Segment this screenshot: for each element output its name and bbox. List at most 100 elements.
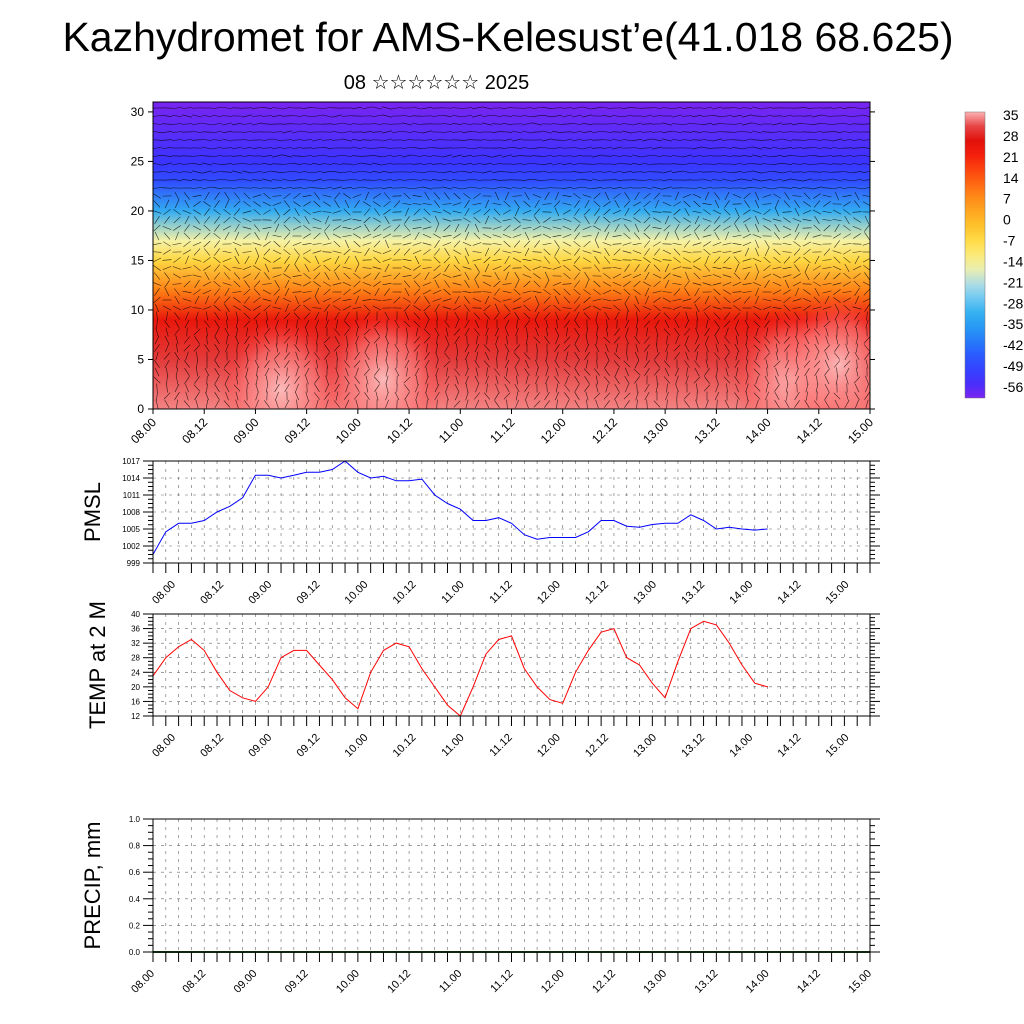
wind-vectors: [153, 106, 870, 409]
heatmap-y-tick-label: 30: [131, 105, 145, 119]
heatmap-y-tick-label: 5: [137, 352, 144, 366]
colorbar-label: -28: [1003, 295, 1023, 311]
y-tick-label: 28: [131, 654, 140, 663]
heatmap-x-tick-label: 08.00: [128, 415, 159, 446]
heatmap-y-tick-label: 0: [137, 402, 144, 416]
x-tick-label: 08.12: [198, 732, 226, 760]
x-tick-label: 11.12: [487, 579, 514, 606]
colorbar-label: -14: [1003, 253, 1023, 269]
heatmap-y-tick-label: 15: [131, 253, 145, 267]
colorbar-label: 28: [1003, 128, 1019, 144]
chart-title: Kazhydromet for AMS-Kelesust’e(41.018 68…: [62, 14, 954, 60]
y-axis-label: TEMP at 2 M: [85, 601, 110, 729]
x-tick-label: 09.12: [294, 732, 322, 760]
y-tick-label: 16: [131, 697, 140, 706]
heatmap-y-tick-label: 25: [131, 154, 145, 168]
heatmap-x-tick-label: 11.00: [436, 415, 467, 446]
x-tick-label: 10.00: [343, 579, 371, 607]
y-tick-label: 12: [131, 712, 140, 721]
temperature-panel: 12 16 20 24 28 32 36 40 08.00 08.12 09.00 09.12 10.0…: [85, 601, 880, 760]
x-tick-label: 12.00: [539, 968, 567, 996]
x-tick-label: 13.00: [631, 579, 659, 607]
y-axis-label: PMSL: [80, 482, 105, 542]
x-tick-label: 11.00: [437, 968, 464, 995]
x-tick-label: 13.12: [679, 732, 707, 760]
y-tick-label: 0.6: [129, 868, 141, 877]
colorbar-label: 7: [1003, 191, 1011, 207]
x-tick-label: 13.12: [693, 968, 721, 996]
y-tick-label: 999: [127, 559, 141, 568]
y-tick-label: 1017: [122, 457, 140, 466]
chart-subtitle: 08 ☆☆☆☆☆☆ 2025: [343, 72, 530, 94]
y-tick-label: 0.4: [129, 895, 141, 904]
heatmap-y-tick-label: 10: [131, 303, 145, 317]
x-tick-label: 10.12: [385, 968, 413, 996]
x-tick-label: 12.00: [535, 579, 563, 607]
x-tick-label: 09.12: [283, 968, 311, 996]
x-tick-label: 12.00: [535, 732, 563, 760]
x-tick-label: 15.00: [824, 732, 852, 760]
y-tick-label: 1002: [122, 542, 140, 551]
x-tick-label: 14.00: [727, 732, 755, 760]
x-tick-label: 08.00: [129, 968, 157, 996]
y-tick-label: 1011: [123, 491, 141, 500]
heatmap-x-tick-label: 13.00: [640, 415, 671, 446]
x-tick-label: 11.12: [488, 968, 515, 995]
x-tick-label: 12.12: [583, 579, 611, 607]
x-tick-label: 08.00: [150, 732, 178, 760]
heatmap-x-tick-label: 10.00: [333, 415, 364, 446]
heatmap-x-tick-label: 11.12: [487, 415, 518, 446]
y-tick-label: 1.0: [129, 815, 141, 824]
colorbar-label: 35: [1003, 107, 1019, 123]
x-tick-label: 10.12: [391, 732, 419, 760]
colorbar-label: -56: [1003, 379, 1023, 395]
heatmap-y-tick-label: 20: [131, 204, 145, 218]
x-tick-label: 14.00: [744, 968, 772, 996]
pmsl-panel: 999 1002 1005 1008 1011 1014 1017 08.00 08.12 09.…: [80, 457, 880, 607]
colorbar-label: 21: [1003, 149, 1019, 165]
heatmap-x-tick-label: 09.00: [230, 415, 261, 446]
x-tick-label: 10.00: [334, 968, 362, 996]
x-tick-label: 09.00: [246, 579, 274, 607]
x-tick-label: 09.12: [294, 579, 322, 607]
x-tick-label: 11.12: [487, 732, 514, 759]
heatmap-x-tick-label: 09.12: [282, 415, 313, 446]
colorbar-label: -42: [1003, 337, 1023, 353]
x-tick-label: 14.12: [775, 579, 803, 607]
x-tick-label: 11.00: [439, 732, 466, 759]
x-tick-label: 15.00: [824, 579, 852, 607]
heatmap-x-tick-label: 12.00: [538, 415, 569, 446]
warm-spot-0: [323, 309, 444, 409]
x-tick-label: 13.00: [641, 968, 669, 996]
y-tick-label: 20: [131, 683, 140, 692]
colorbar-label: 14: [1003, 170, 1019, 186]
heatmap-x-tick-label: 12.12: [589, 415, 620, 446]
warm-spot-3: [221, 319, 342, 409]
x-tick-label: 08.12: [180, 968, 208, 996]
y-tick-label: 40: [131, 610, 140, 619]
x-tick-label: 13.00: [631, 732, 659, 760]
x-tick-label: 11.00: [439, 579, 466, 606]
pmsl-line: [152, 460, 768, 555]
x-tick-label: 14.12: [795, 968, 823, 996]
colorbar-label: 0: [1003, 212, 1011, 228]
heatmap-x-tick-label: 13.12: [691, 415, 722, 446]
colorbar-label: -49: [1003, 358, 1023, 374]
y-tick-label: 0.8: [129, 842, 141, 851]
y-tick-label: 1005: [122, 525, 140, 534]
heatmap-x-tick-label: 15.00: [845, 415, 876, 446]
x-tick-label: 09.00: [246, 732, 274, 760]
temperature-heatmap-panel: 0 5 10 15 20 25 30 08.00 08.12 09.00 09.12 10.00 10.…: [128, 101, 876, 446]
heatmap-x-tick-label: 14.00: [743, 415, 774, 446]
x-tick-label: 08.12: [198, 579, 226, 607]
x-tick-label: 10.00: [343, 732, 371, 760]
colorbar: 35 28 21 14 7 0 -7 -14 -21 -28 -35 -42 -49 -56: [964, 107, 1023, 399]
heatmap-x-tick-label: 14.12: [794, 415, 825, 446]
x-tick-label: 10.12: [391, 579, 419, 607]
y-tick-label: 1014: [122, 474, 140, 483]
colorbar-label: -7: [1003, 233, 1016, 249]
x-tick-label: 15.00: [846, 968, 874, 996]
y-tick-label: 24: [131, 668, 140, 677]
heatmap-field: [153, 106, 870, 409]
